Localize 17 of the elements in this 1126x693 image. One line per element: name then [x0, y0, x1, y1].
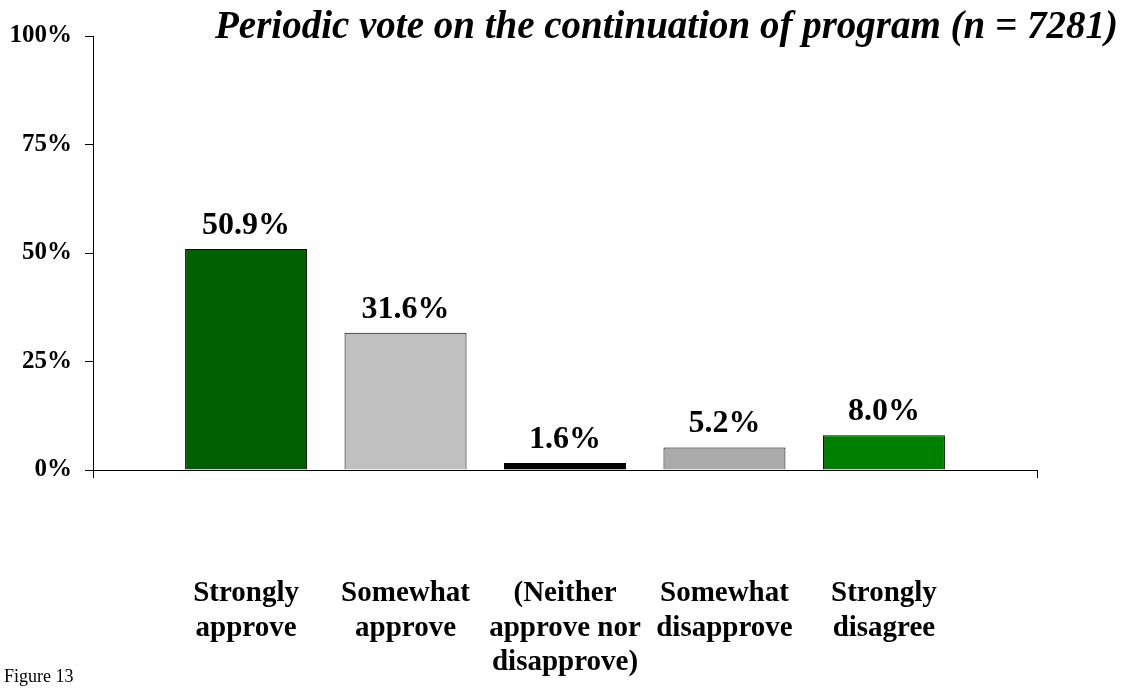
- data-label: 50.9%: [202, 205, 291, 242]
- y-tick-label: 25%: [22, 345, 72, 373]
- x-tick-label: Strongly approve: [193, 574, 300, 642]
- data-label: 8.0%: [847, 391, 920, 428]
- y-tick-label: 50%: [22, 237, 72, 265]
- x-tick-label: Strongly disagree: [831, 574, 938, 642]
- chart-title: Periodic vote on the continuation of program (n = 7281): [215, 2, 1118, 47]
- x-tick-label: Somewhat approve: [341, 574, 471, 642]
- y-tick-label: 100%: [9, 20, 72, 48]
- x-tick-label: (Neither approve nor disapprove): [489, 574, 641, 678]
- y-tick-label: 75%: [22, 128, 72, 156]
- caption: Figure 13: [4, 666, 74, 687]
- data-label: 5.2%: [688, 403, 761, 440]
- data-label: 31.6%: [361, 288, 450, 325]
- y-tick-label: 0%: [34, 454, 72, 482]
- data-label: 1.6%: [529, 419, 601, 456]
- x-tick-label: Somewhat disapprove: [656, 574, 793, 642]
